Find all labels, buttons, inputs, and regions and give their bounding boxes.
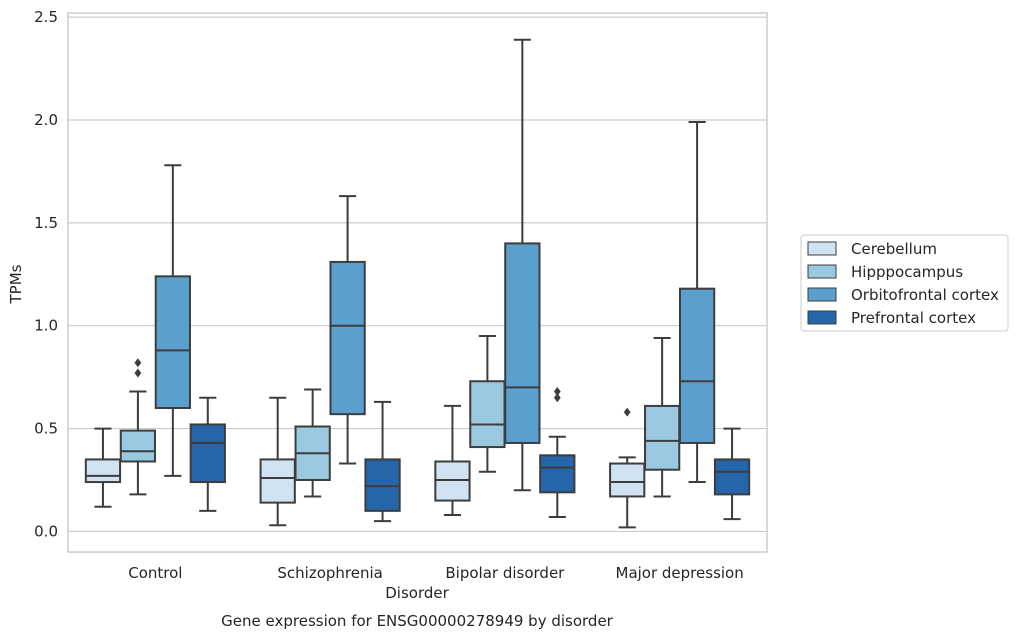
y-tick-label: 0.5 <box>34 420 58 438</box>
box-3-2 <box>678 121 716 484</box>
box-0-2 <box>154 164 191 477</box>
outlier-point <box>553 387 561 397</box>
box-1-1 <box>294 388 331 498</box>
box-1-2 <box>329 195 366 465</box>
y-tick-label: 2.5 <box>34 8 58 26</box>
legend-swatch <box>807 310 837 325</box>
legend-label: Orbitofrontal cortex <box>851 286 999 304</box>
box-3-0 <box>609 407 646 529</box>
box-1-3 <box>364 400 401 523</box>
outlier-point <box>623 407 631 417</box>
x-tick-label: Schizophrenia <box>277 564 382 582</box>
box-iqr <box>189 423 226 484</box>
plot-frame <box>67 12 768 553</box>
x-tick-label: Bipolar disorder <box>445 564 565 582</box>
y-tick-label: 2.0 <box>34 111 58 129</box>
outlier-point <box>134 358 142 368</box>
y-axis-ticks: 0.0 0.5 1.0 1.5 2.0 2.5 <box>34 8 58 540</box>
legend-label: Hipppocampus <box>851 263 963 281</box>
box-iqr <box>329 260 366 416</box>
legend-label: Cerebellum <box>851 240 937 258</box>
box-plot-marks <box>84 38 751 529</box>
legend-swatch <box>807 264 837 279</box>
box-2-0 <box>434 404 471 516</box>
y-tick-label: 0.0 <box>34 522 58 540</box>
box-0-1 <box>119 358 157 496</box>
y-axis-title: TPMs <box>7 264 25 304</box>
outlier-point <box>134 368 142 378</box>
chart-caption: Gene expression for ENSG00000278949 by d… <box>221 612 614 630</box>
legend-label: Prefrontal cortex <box>851 309 976 327</box>
outlier-point <box>553 393 561 403</box>
box-2-1 <box>469 334 506 473</box>
box-2-3 <box>539 387 576 519</box>
box-iqr <box>644 404 681 471</box>
box-iqr <box>364 458 401 512</box>
box-iqr <box>504 242 541 444</box>
x-tick-label: Major depression <box>616 564 744 582</box>
box-iqr <box>469 380 506 449</box>
y-tick-label: 1.0 <box>34 317 58 335</box>
box-iqr <box>154 275 191 409</box>
y-tick-label: 1.5 <box>34 214 58 232</box>
box-3-3 <box>713 427 751 521</box>
box-0-3 <box>189 396 226 512</box>
box-iqr <box>119 429 157 463</box>
legend-frame <box>800 234 1009 332</box>
box-iqr <box>434 460 471 502</box>
box-iqr <box>259 458 296 504</box>
box-1-0 <box>259 396 296 527</box>
box-iqr <box>539 454 576 494</box>
x-axis-ticks: Control Schizophrenia Bipolar disorder Majo… <box>128 564 743 582</box>
box-2-2 <box>504 38 541 492</box>
box-iqr <box>609 462 646 498</box>
legend-swatch <box>807 287 837 302</box>
box-3-1 <box>644 337 681 498</box>
x-tick-label: Control <box>128 564 182 582</box>
box-iqr <box>713 458 751 496</box>
legend-swatch <box>807 241 837 256</box>
legend: Cerebellum Hipppocampus Orbitofrontal cort… <box>800 234 1009 332</box>
x-axis-title: Disorder <box>385 584 449 602</box>
box-iqr <box>84 458 122 484</box>
box-iqr <box>678 287 716 444</box>
box-0-0 <box>84 427 122 508</box>
